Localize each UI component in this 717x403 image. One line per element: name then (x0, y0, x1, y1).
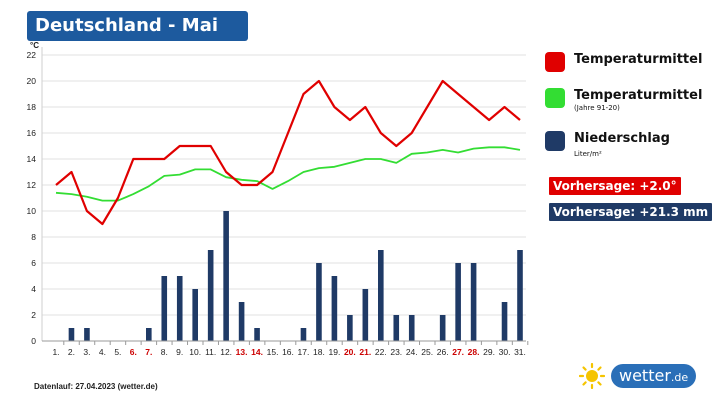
x-tick-label: 8. (161, 347, 168, 357)
y-tick-label: 22 (27, 50, 37, 60)
sun-icon (579, 363, 605, 389)
legend-temp-normal: Temperaturmittel (Jahre 91-20) (545, 88, 702, 112)
precip-bar (207, 250, 214, 341)
temp-mean-line (55, 79, 521, 226)
brand-wordmark: wetter.de (611, 364, 697, 388)
x-tick-label: 28. (468, 347, 480, 357)
precip-bar (192, 289, 198, 341)
x-tick-label: 25. (421, 347, 433, 357)
legend-swatch-temp-normal (545, 88, 565, 108)
x-tick-label: 31. (514, 347, 526, 357)
x-tick-label: 1. (52, 347, 59, 357)
legend-temp-mean: Temperaturmittel (545, 52, 702, 72)
precip-bar (316, 263, 322, 341)
x-tick-label: 10. (189, 347, 201, 357)
x-tick-label: 26. (437, 347, 449, 357)
brand-logo[interactable]: wetter.de (579, 363, 697, 389)
y-tick-label: 2 (31, 310, 36, 320)
temp-normal-line (55, 146, 521, 202)
precip-bar (254, 328, 260, 341)
precip-bar (455, 263, 461, 341)
precip-bar (393, 315, 400, 341)
legend-swatch-temp-mean (545, 52, 565, 72)
chart-title: Deutschland - Mai (27, 11, 248, 41)
legend-swatch-precip (545, 131, 565, 151)
legend-label-temp-mean: Temperaturmittel (574, 52, 703, 67)
x-tick-label: 16. (282, 347, 294, 357)
precip-bar (223, 211, 229, 341)
x-tick-label: 21. (359, 347, 371, 357)
data-run-footnote: Datenlauf: 27.04.2023 (wetter.de) (34, 382, 158, 391)
y-tick-label: 20 (27, 76, 37, 86)
legend-sub-precip: Liter/m² (574, 150, 602, 158)
legend-label-precip: Niederschlag (574, 131, 670, 146)
x-tick-label: 14. (251, 347, 263, 357)
precip-bar (347, 315, 353, 341)
x-tick-label: 3. (83, 347, 90, 357)
x-tick-label: 6. (130, 347, 137, 357)
precip-bar (161, 276, 168, 341)
y-tick-label: 16 (27, 128, 37, 138)
precip-bar (517, 250, 523, 341)
precip-bar (300, 328, 307, 341)
precip-bar (146, 328, 152, 341)
y-tick-label: 10 (27, 206, 37, 216)
x-tick-label: 11. (205, 347, 216, 357)
precip-bar (378, 250, 384, 341)
x-tick-label: 9. (176, 347, 183, 357)
x-tick-label: 29. (483, 347, 495, 357)
precip-bar (501, 302, 508, 341)
x-tick-label: 2. (68, 347, 75, 357)
legend-precip: Niederschlag Liter/m² (545, 131, 670, 158)
precip-bar (84, 328, 90, 341)
legend-sub-temp-normal: (Jahre 91-20) (574, 104, 620, 112)
x-tick-label: 15. (267, 347, 279, 357)
x-tick-label: 19. (328, 347, 340, 357)
x-tick-label: 20. (344, 347, 356, 357)
x-tick-label: 12. (220, 347, 232, 357)
y-tick-label: 6 (31, 258, 36, 268)
precip-bar (362, 289, 369, 341)
precip-bar (238, 302, 245, 341)
precip-bar (68, 328, 75, 341)
x-tick-label: 27. (452, 347, 464, 357)
forecast-temp-badge: Vorhersage: +2.0° (549, 177, 681, 195)
x-tick-label: 5. (114, 347, 121, 357)
legend-label-temp-normal: Temperaturmittel (574, 88, 703, 103)
precip-bar (176, 276, 183, 341)
precip-bar (408, 315, 415, 341)
y-unit-label: °C (30, 41, 39, 50)
x-tick-label: 23. (390, 347, 402, 357)
x-tick-label: 13. (236, 347, 248, 357)
x-tick-label: 17. (298, 347, 310, 357)
y-tick-label: 0 (31, 336, 36, 346)
x-tick-label: 24. (406, 347, 418, 357)
precip-bar (470, 263, 477, 341)
y-tick-label: 12 (27, 180, 37, 190)
x-tick-label: 30. (499, 347, 511, 357)
y-tick-label: 4 (31, 284, 36, 294)
y-tick-label: 18 (27, 102, 37, 112)
x-tick-label: 18. (313, 347, 325, 357)
precip-bar (439, 315, 446, 341)
x-tick-label: 22. (375, 347, 387, 357)
y-tick-label: 14 (27, 154, 37, 164)
x-tick-label: 4. (99, 347, 106, 357)
forecast-precip-badge: Vorhersage: +21.3 mm (549, 203, 713, 221)
y-tick-label: 8 (31, 232, 36, 242)
precip-bar (331, 276, 338, 341)
x-tick-label: 7. (145, 347, 152, 357)
